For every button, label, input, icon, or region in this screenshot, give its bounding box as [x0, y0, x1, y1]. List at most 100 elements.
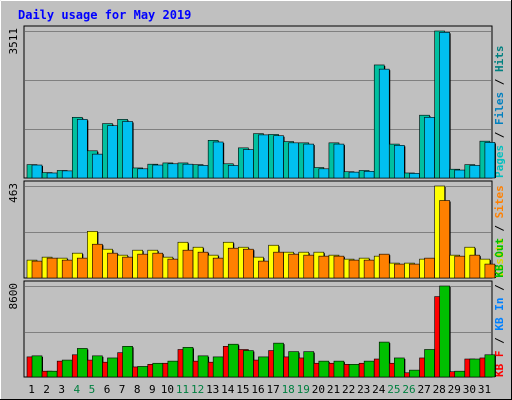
bar-files: [92, 153, 103, 179]
day-label: 25: [387, 383, 400, 396]
bar-kb-out: [258, 356, 269, 378]
bar-files: [152, 164, 164, 179]
bar-files: [303, 143, 315, 179]
day-label: 18: [282, 383, 295, 396]
bar-kb-out: [243, 350, 254, 378]
bar-sites: [303, 254, 315, 279]
bar-sites: [258, 260, 269, 279]
bar-files: [378, 68, 390, 179]
bar-kb-out: [303, 351, 315, 378]
day-label: 9: [149, 383, 156, 396]
panel-max-label: 3511: [7, 28, 20, 55]
chart-panels: 3511 Pages / Files / Hits 463 Visits / Site…: [7, 25, 506, 378]
day-label: 12: [191, 383, 204, 396]
bar-sites: [469, 254, 481, 279]
bar-kb-out: [137, 366, 148, 378]
bar-sites: [31, 260, 43, 279]
bar-sites: [137, 253, 148, 279]
panel-legend: Pages / Files / Hits: [493, 46, 506, 179]
day-label: 29: [448, 383, 461, 396]
bar-kb-out: [107, 357, 118, 378]
bar-files: [46, 172, 58, 179]
bar-files: [76, 119, 88, 179]
bar-files: [107, 125, 118, 179]
bar-sites: [212, 257, 224, 279]
bar-files: [484, 142, 496, 179]
day-label: 24: [372, 383, 386, 396]
bar-sites: [439, 200, 450, 279]
bar-files: [197, 165, 209, 179]
day-label: 31: [478, 383, 491, 396]
bar-sites: [167, 258, 179, 279]
day-label: 23: [357, 383, 370, 396]
legend-entry: Visits: [493, 238, 506, 278]
bar-sites: [318, 255, 330, 279]
legend-entry: Hits: [493, 46, 506, 73]
day-label: 2: [43, 383, 50, 396]
bar-sites: [243, 248, 254, 279]
day-label: 8: [134, 383, 141, 396]
day-label: 1: [28, 383, 35, 396]
bar-kb-out: [439, 285, 450, 378]
day-label: 6: [104, 383, 111, 396]
bar-files: [288, 142, 299, 179]
bar-kb-out: [31, 355, 43, 378]
legend-entry: /: [493, 331, 506, 351]
bar-kb-out: [76, 348, 88, 378]
bar-files: [167, 163, 179, 179]
bar-kb-out: [122, 346, 133, 378]
bar-sites: [363, 259, 375, 279]
bar-kb-out: [288, 351, 299, 378]
day-label: 16: [251, 383, 264, 396]
bar-kb-out: [454, 370, 466, 378]
bar-files: [318, 168, 330, 179]
bar-kb-out: [333, 360, 345, 378]
day-label: 22: [342, 383, 355, 396]
day-label: 5: [89, 383, 96, 396]
bar-sites: [197, 251, 209, 279]
bar-sites: [424, 257, 435, 279]
panel-hits-files-pages: 3511 Pages / Files / Hits: [7, 25, 506, 179]
bar-sites: [227, 247, 239, 279]
bar-kb-out: [484, 354, 496, 378]
bar-files: [122, 121, 133, 179]
legend-entry: KB Out: [493, 238, 506, 278]
bar-files: [348, 171, 360, 179]
day-label: 3: [58, 383, 65, 396]
panel-max-label: 8600: [7, 283, 20, 310]
bar-sites: [378, 253, 390, 279]
bar-files: [212, 141, 224, 179]
bar-files: [333, 143, 345, 179]
bar-sites: [454, 255, 466, 279]
bar-files: [182, 163, 194, 179]
bar-kb-out: [318, 360, 330, 378]
bar-kb-out: [348, 364, 360, 378]
bar-sites: [61, 259, 73, 279]
bar-sites: [152, 252, 164, 279]
bar-sites: [92, 243, 103, 279]
bar-sites: [273, 251, 284, 279]
bar-kb-out: [167, 360, 179, 378]
bar-sites: [76, 257, 88, 279]
bar-kb-out: [394, 357, 405, 378]
panel-kbytes: 8600 KB F / KB In / KB Out: [7, 238, 506, 378]
bar-sites: [182, 249, 194, 279]
day-label: 15: [236, 383, 249, 396]
panel-max-label: 463: [7, 183, 20, 203]
bar-sites: [288, 253, 299, 279]
legend-entry: KB F: [493, 351, 506, 378]
bar-files: [61, 170, 73, 179]
bar-files: [424, 116, 435, 179]
bar-kb-out: [92, 355, 103, 378]
day-labels: 1 2 3 4 5 6 7 8 9 10 11 12 13 14 15 16 17 18 19 20 21 22 23 24 2…: [28, 383, 491, 396]
bar-files: [394, 145, 405, 179]
bar-sites: [394, 263, 405, 279]
bar-kb-out: [378, 341, 390, 378]
legend-entry: Pages: [493, 145, 506, 178]
bar-kb-out: [46, 370, 58, 378]
legend-entry: /: [493, 125, 506, 145]
day-label: 4: [73, 383, 80, 396]
day-label: 27: [417, 383, 430, 396]
bar-kb-out: [61, 359, 73, 378]
bar-sites: [484, 263, 496, 279]
